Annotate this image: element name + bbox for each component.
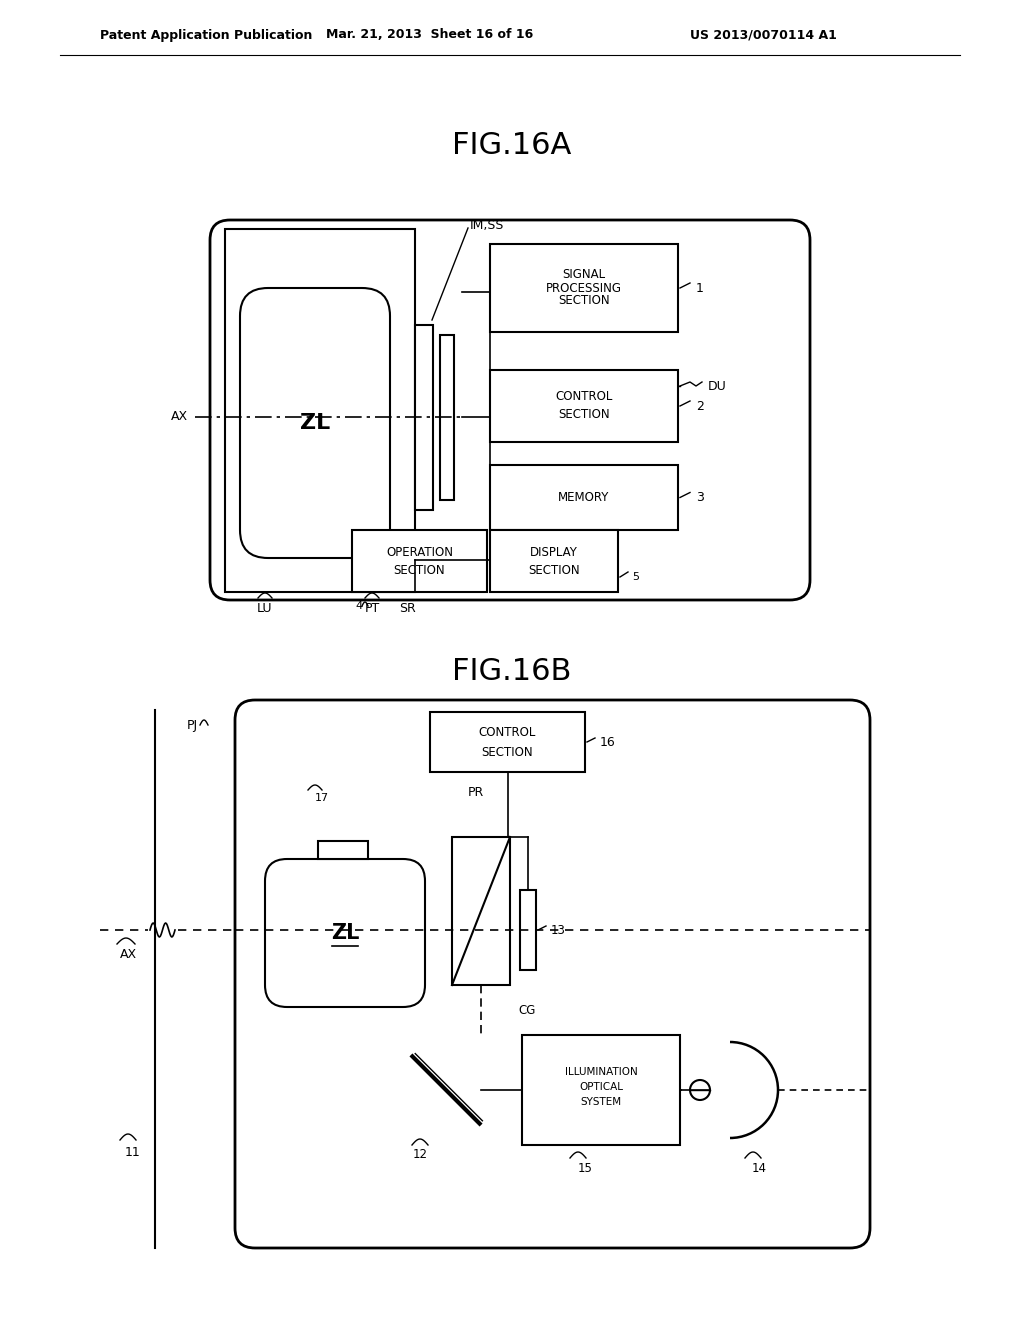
Text: 11: 11 [125, 1146, 140, 1159]
Text: PROCESSING: PROCESSING [546, 281, 622, 294]
Text: ZL: ZL [331, 923, 359, 942]
Text: 1: 1 [696, 281, 703, 294]
Text: 5: 5 [632, 572, 639, 582]
Text: 13: 13 [551, 924, 566, 936]
Text: CONTROL: CONTROL [479, 726, 537, 738]
Text: SECTION: SECTION [393, 564, 445, 577]
Text: MEMORY: MEMORY [558, 491, 609, 504]
Text: LU: LU [257, 602, 272, 615]
Bar [490, 531, 618, 591]
Text: AX: AX [120, 949, 136, 961]
Bar [522, 1035, 680, 1144]
Bar [490, 244, 678, 333]
FancyBboxPatch shape [210, 220, 810, 601]
Bar [440, 335, 454, 500]
Text: Mar. 21, 2013  Sheet 16 of 16: Mar. 21, 2013 Sheet 16 of 16 [327, 29, 534, 41]
Text: IM,SS: IM,SS [470, 219, 505, 231]
Text: ILLUMINATION: ILLUMINATION [564, 1067, 637, 1077]
Bar [490, 465, 678, 531]
FancyBboxPatch shape [265, 859, 425, 1007]
Text: US 2013/0070114 A1: US 2013/0070114 A1 [690, 29, 837, 41]
Bar [520, 890, 536, 970]
Text: FIG.16B: FIG.16B [453, 657, 571, 686]
Text: SECTION: SECTION [528, 564, 580, 577]
Bar [452, 837, 510, 985]
Text: ZL: ZL [300, 413, 330, 433]
Text: OPTICAL: OPTICAL [579, 1082, 623, 1092]
Bar [318, 841, 368, 859]
Text: SIGNAL: SIGNAL [562, 268, 605, 281]
Text: SECTION: SECTION [558, 408, 610, 421]
Text: 2: 2 [696, 400, 703, 412]
Text: SR: SR [399, 602, 417, 615]
Text: PJ: PJ [186, 718, 198, 731]
FancyBboxPatch shape [234, 700, 870, 1247]
Text: Patent Application Publication: Patent Application Publication [100, 29, 312, 41]
Bar [430, 711, 585, 772]
Text: DISPLAY: DISPLAY [530, 545, 578, 558]
Bar [225, 228, 415, 591]
Text: 14: 14 [752, 1162, 767, 1175]
Text: 4: 4 [355, 601, 362, 611]
Text: 16: 16 [600, 735, 615, 748]
Text: OPERATION: OPERATION [386, 545, 453, 558]
Text: SECTION: SECTION [558, 294, 610, 308]
Text: PR: PR [468, 785, 484, 799]
Bar [352, 531, 487, 591]
Text: PT: PT [365, 602, 380, 615]
Text: AX: AX [171, 411, 188, 424]
FancyBboxPatch shape [240, 288, 390, 558]
Text: 17: 17 [315, 793, 329, 803]
Text: 12: 12 [413, 1148, 427, 1162]
Text: SECTION: SECTION [481, 746, 534, 759]
Text: 3: 3 [696, 491, 703, 504]
Bar [415, 325, 433, 510]
Text: FIG.16A: FIG.16A [453, 131, 571, 160]
Text: 15: 15 [578, 1162, 593, 1175]
Text: CG: CG [518, 1003, 536, 1016]
Text: CONTROL: CONTROL [555, 389, 612, 403]
Text: SYSTEM: SYSTEM [581, 1097, 622, 1107]
Bar [490, 370, 678, 442]
Text: DU: DU [708, 380, 727, 392]
